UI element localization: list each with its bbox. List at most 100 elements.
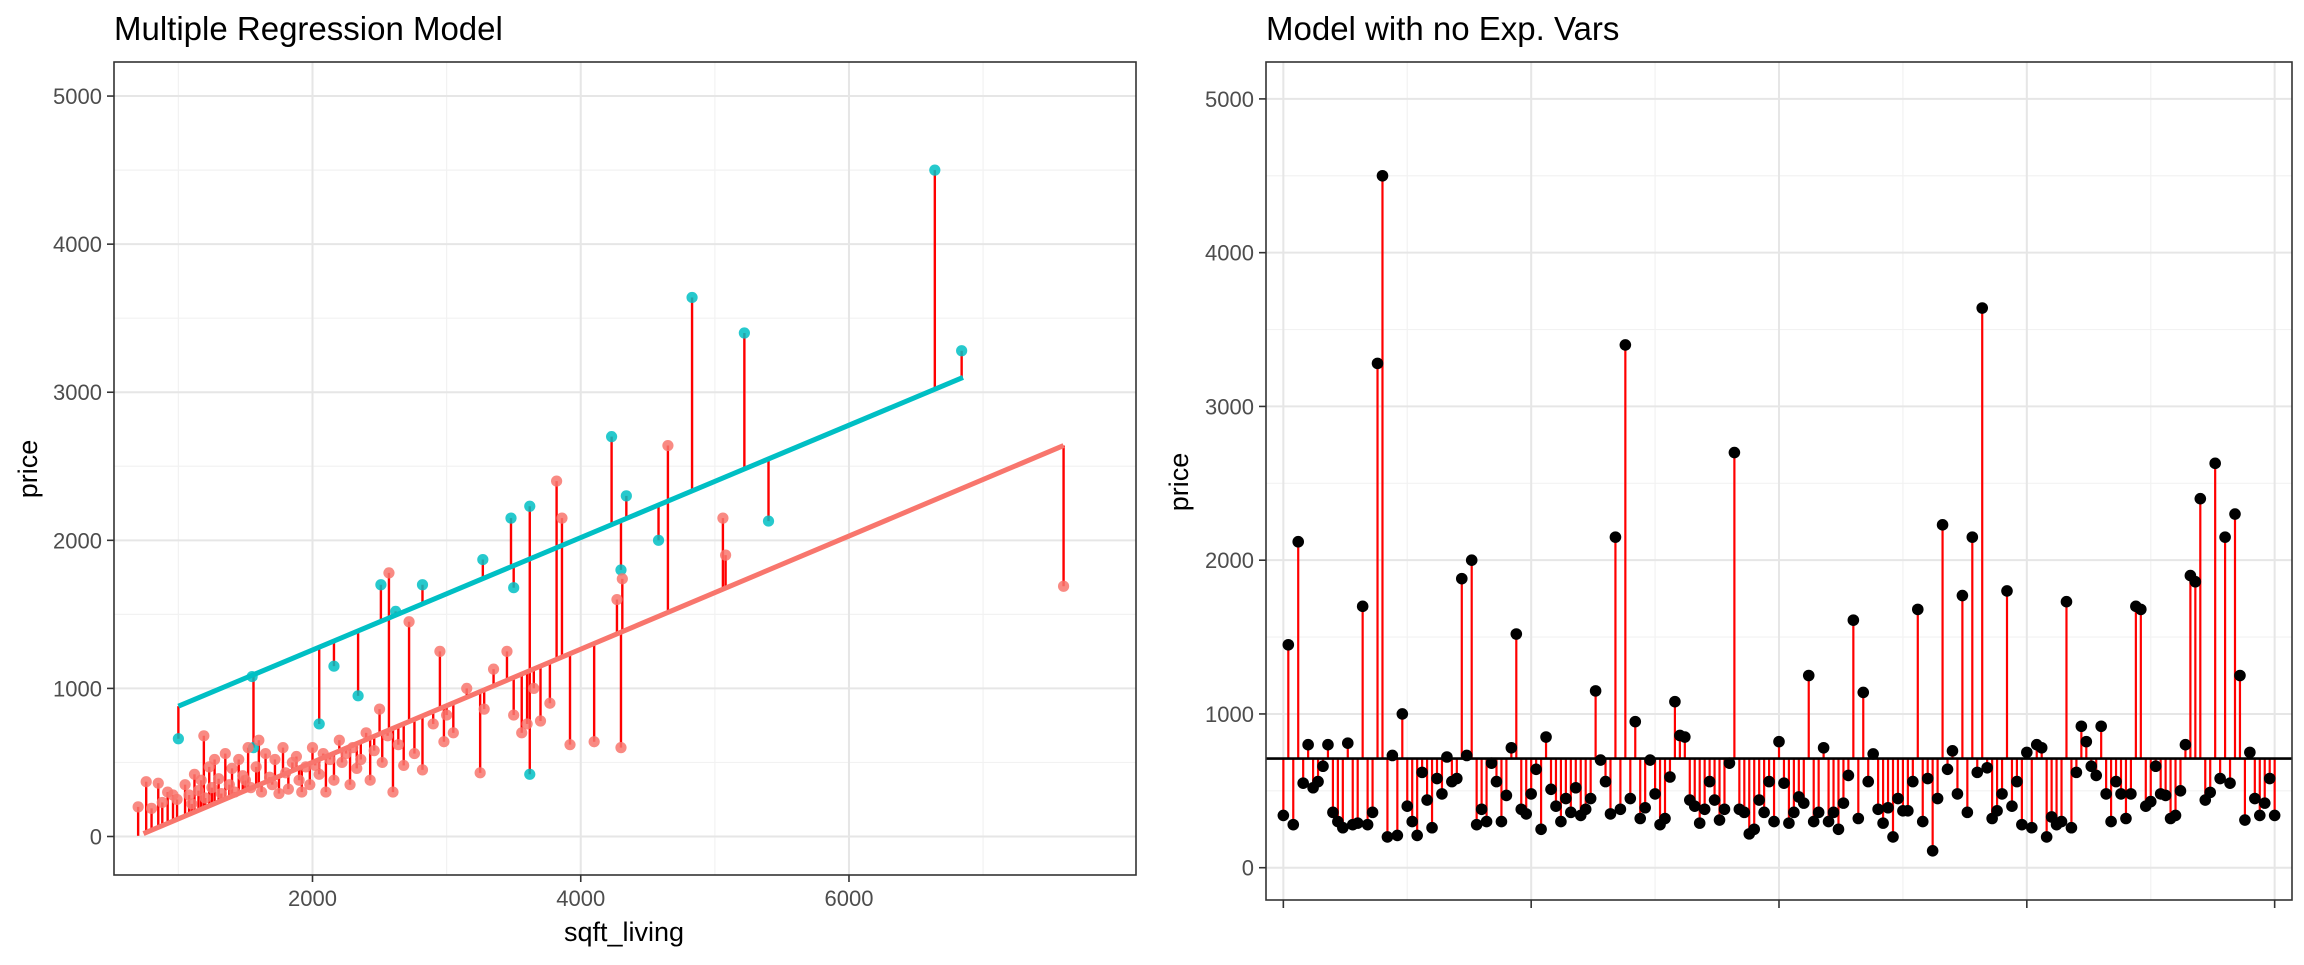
data-point <box>1812 806 1825 819</box>
data-point <box>1852 812 1865 825</box>
data-point <box>226 762 238 774</box>
data-point <box>441 709 453 721</box>
data-point <box>290 750 303 763</box>
x-tick-label: 2000 <box>288 886 337 911</box>
data-point <box>277 742 289 754</box>
data-point <box>1847 614 1860 626</box>
panel-2-grid <box>1266 62 2292 900</box>
data-point <box>524 500 536 512</box>
data-point <box>1783 817 1795 829</box>
data-point <box>1832 823 1845 836</box>
data-point <box>1902 805 1914 817</box>
data-point <box>1614 803 1627 816</box>
data-point <box>1351 817 1364 829</box>
data-point <box>392 739 404 751</box>
data-point <box>215 787 227 800</box>
data-point <box>556 512 568 524</box>
data-point <box>1728 446 1741 459</box>
data-point <box>1465 554 1478 566</box>
data-point <box>762 515 775 527</box>
data-point <box>2016 818 2028 831</box>
data-point <box>2080 735 2093 748</box>
data-point <box>1931 792 1944 805</box>
data-point <box>2204 786 2217 799</box>
data-point <box>1530 763 1542 776</box>
data-point <box>478 703 490 715</box>
data-point <box>1451 772 1463 785</box>
data-point <box>2105 815 2117 828</box>
data-point <box>2244 746 2256 759</box>
x-tick-label: 4000 <box>556 886 605 911</box>
data-point <box>398 759 410 772</box>
data-point <box>534 715 547 727</box>
data-point <box>605 431 618 443</box>
y-tick-label: 5000 <box>53 84 102 109</box>
data-point <box>376 756 388 769</box>
data-point <box>1778 777 1790 789</box>
data-point <box>1738 806 1751 819</box>
panel-2-y-axis-label: price <box>1164 453 1194 512</box>
data-point <box>1371 357 1384 370</box>
regression-line <box>177 375 964 709</box>
data-point <box>1629 715 1642 728</box>
regression-line <box>142 443 1065 836</box>
data-point <box>2239 814 2251 826</box>
data-point <box>344 779 356 791</box>
data-point <box>1956 589 1969 602</box>
panel-1-y-axis-label: price <box>13 440 43 499</box>
data-point <box>2209 457 2221 470</box>
data-point <box>1317 760 1329 773</box>
data-point <box>2174 785 2187 797</box>
data-point <box>364 774 376 786</box>
data-point <box>438 736 450 748</box>
data-point <box>1996 788 2008 800</box>
data-point <box>1679 731 1691 743</box>
data-point <box>2110 775 2122 788</box>
data-point <box>1604 808 1617 820</box>
data-point <box>1669 695 1681 708</box>
data-point <box>1366 806 1379 819</box>
data-point <box>1882 801 1894 814</box>
data-point <box>242 742 254 754</box>
data-point <box>1589 685 1602 697</box>
data-point <box>192 784 205 797</box>
x-tick-label: 6000 <box>825 886 874 911</box>
data-point <box>1565 806 1577 819</box>
data-point <box>309 759 321 772</box>
data-point <box>403 616 415 628</box>
data-point <box>717 512 729 524</box>
data-point <box>324 753 336 766</box>
data-point <box>140 776 152 788</box>
data-point <box>171 793 183 806</box>
data-point <box>1475 803 1488 816</box>
data-point <box>1416 766 1428 779</box>
data-point <box>1540 731 1552 743</box>
data-point <box>1341 737 1354 749</box>
data-point <box>1599 775 1612 788</box>
data-point <box>199 792 211 804</box>
data-point <box>2011 775 2023 788</box>
data-point <box>1773 735 1785 748</box>
data-point <box>1802 669 1815 682</box>
data-point <box>615 742 627 754</box>
data-point <box>1386 749 1399 762</box>
data-point <box>1971 766 1984 779</box>
data-point <box>1698 803 1711 816</box>
panel-1-axes: 0 1000 2000 3000 4000 5000 2000 4000 6000 <box>53 84 873 911</box>
data-point <box>2249 792 2261 805</box>
data-point <box>2159 789 2172 802</box>
data-point <box>1649 788 1661 800</box>
data-point <box>719 549 732 561</box>
data-point <box>172 733 184 745</box>
data-point <box>1966 531 1979 543</box>
data-point <box>280 767 292 779</box>
data-point <box>1560 792 1572 805</box>
data-point <box>662 439 674 452</box>
data-point <box>1480 815 1493 828</box>
data-point <box>2179 738 2192 751</box>
data-point <box>183 789 195 801</box>
data-point <box>1981 761 1993 774</box>
data-point <box>333 734 345 746</box>
data-point <box>1525 788 1537 800</box>
